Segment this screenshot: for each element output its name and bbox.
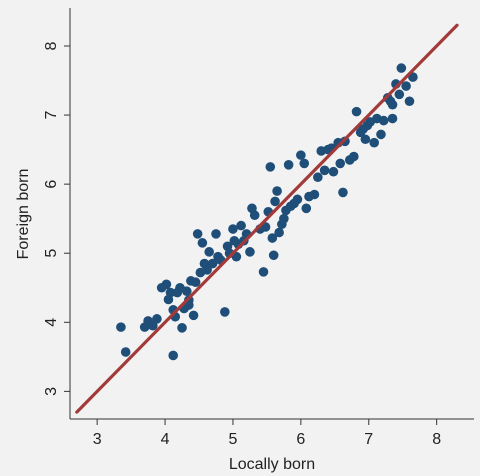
data-point	[204, 247, 214, 257]
data-point	[376, 129, 386, 140]
x-ticks: 3 4 5 6 7 8	[93, 419, 441, 448]
data-point	[197, 238, 208, 248]
data-point	[245, 247, 255, 257]
data-point	[163, 294, 174, 305]
data-point	[181, 286, 192, 297]
data-point	[396, 63, 407, 73]
data-point	[387, 113, 398, 124]
data-point	[161, 279, 172, 290]
data-point	[202, 264, 212, 275]
y-tick-label: 7	[43, 111, 60, 120]
data-point	[292, 194, 303, 205]
data-point	[283, 160, 294, 170]
data-point	[236, 220, 246, 231]
data-point	[228, 224, 238, 234]
y-axis-label: Foreign born	[15, 169, 32, 260]
data-point	[148, 320, 158, 331]
data-point	[404, 96, 415, 107]
data-point	[267, 233, 278, 243]
data-point	[272, 186, 282, 196]
data-point	[192, 229, 203, 239]
data-point	[338, 187, 348, 198]
data-point	[207, 258, 218, 269]
x-tick-label: 8	[432, 431, 441, 448]
data-point	[296, 150, 306, 160]
data-point	[116, 322, 126, 332]
data-point	[401, 81, 411, 91]
data-point	[120, 347, 131, 357]
y-tick-label: 5	[43, 249, 60, 258]
data-point	[168, 350, 179, 361]
data-point	[387, 99, 398, 110]
data-point	[309, 189, 320, 200]
data-point	[335, 158, 346, 169]
data-point	[270, 196, 280, 207]
data-point	[313, 172, 323, 183]
data-point	[369, 137, 379, 148]
y-tick-label: 3	[43, 387, 60, 396]
data-point	[299, 158, 310, 169]
data-point	[360, 134, 371, 145]
data-point	[220, 307, 230, 317]
data-point	[268, 250, 279, 261]
fit-line	[75, 23, 459, 414]
x-tick-label: 3	[93, 431, 102, 448]
data-point	[351, 106, 362, 117]
data-point	[190, 277, 201, 288]
data-point	[319, 165, 330, 176]
data-point	[152, 314, 162, 324]
data-point	[177, 323, 187, 333]
x-tick-label: 7	[364, 431, 373, 448]
axes: 3 4 5 6 7 8 3 4 5 6 7 8	[43, 8, 474, 448]
data-point	[378, 115, 389, 126]
data-point	[265, 162, 276, 172]
y-tick-label: 4	[43, 318, 60, 327]
x-axis-label: Locally born	[229, 456, 315, 473]
data-point	[249, 210, 260, 221]
data-point	[349, 151, 359, 162]
x-tick-label: 5	[229, 431, 238, 448]
data-point	[188, 310, 199, 321]
data-point	[328, 166, 339, 177]
x-tick-label: 6	[296, 431, 305, 448]
data-point	[258, 267, 269, 277]
data-point	[301, 203, 312, 214]
y-ticks: 3 4 5 6 7 8	[43, 41, 70, 396]
points-layer	[116, 63, 418, 361]
y-tick-label: 8	[43, 41, 60, 50]
data-point	[394, 89, 405, 100]
data-point	[274, 227, 284, 238]
data-point	[211, 229, 221, 239]
x-tick-label: 4	[161, 431, 170, 448]
data-point	[279, 213, 289, 224]
y-tick-label: 6	[43, 180, 60, 189]
